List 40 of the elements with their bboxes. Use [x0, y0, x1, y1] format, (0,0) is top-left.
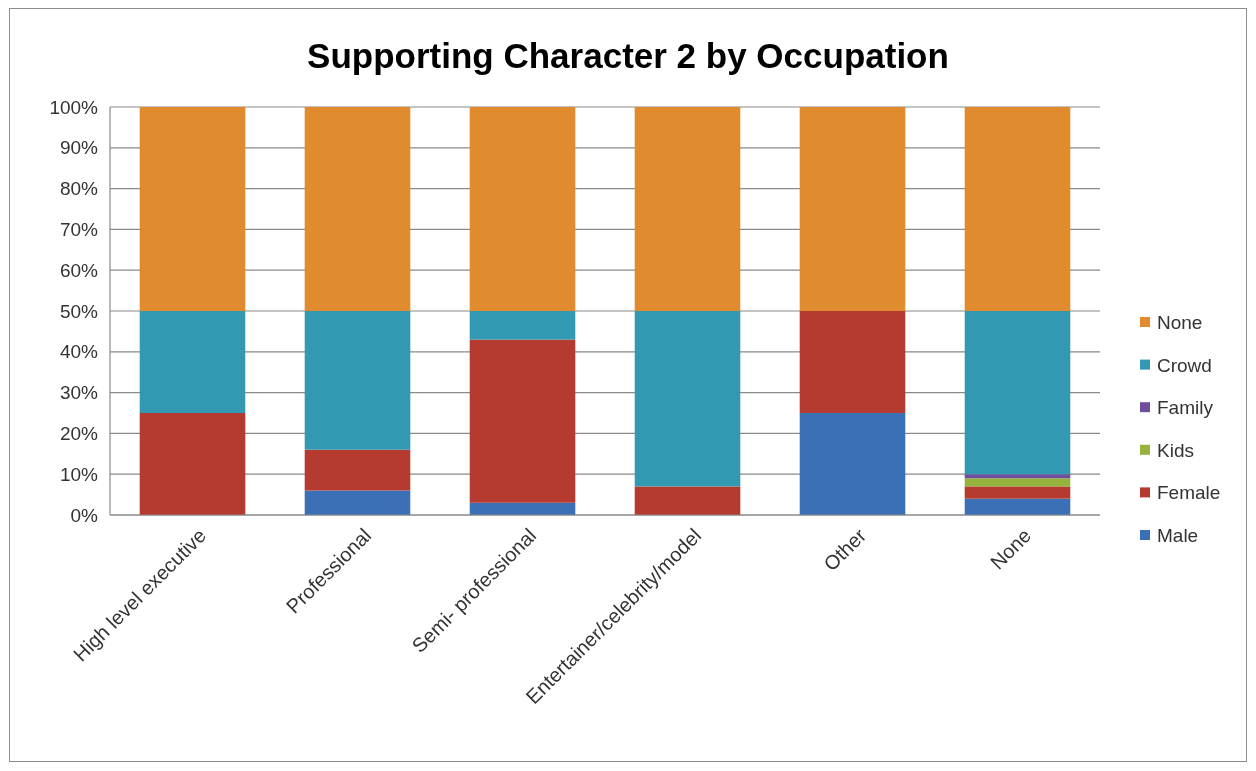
bar	[139, 413, 246, 515]
y-tick-label: 20%	[59, 422, 99, 444]
legend-label: Crowd	[1157, 354, 1212, 376]
bar	[634, 107, 741, 311]
y-tick-label: 60%	[59, 259, 99, 281]
y-tick-label: 30%	[59, 382, 99, 404]
bar	[304, 490, 411, 515]
bar	[304, 311, 411, 450]
bar	[964, 498, 1071, 515]
bar	[304, 107, 411, 311]
bar	[634, 311, 741, 487]
y-tick-label: 90%	[59, 137, 99, 159]
chart-title: Supporting Character 2 by Occupation	[307, 35, 949, 75]
bar	[634, 486, 741, 515]
y-tick-label: 50%	[59, 300, 99, 322]
bar	[964, 107, 1071, 311]
bar	[964, 311, 1071, 475]
bar	[964, 474, 1071, 479]
y-tick-label: 70%	[59, 218, 99, 240]
legend-label: Female	[1157, 481, 1221, 503]
bar	[469, 107, 576, 311]
bar	[469, 339, 576, 503]
bar	[304, 449, 411, 491]
bar	[139, 311, 246, 413]
y-tick-label: 100%	[49, 96, 99, 118]
bar	[964, 486, 1071, 499]
legend-label: Family	[1157, 396, 1214, 418]
legend-label: Male	[1157, 524, 1199, 546]
y-tick-label: 40%	[59, 341, 99, 363]
bar	[469, 311, 576, 340]
bar	[964, 478, 1071, 487]
y-tick-label: 0%	[70, 504, 99, 526]
bar	[799, 413, 906, 515]
bar	[799, 107, 906, 311]
bar	[139, 107, 246, 311]
legend-label: Kids	[1157, 439, 1194, 461]
y-tick-label: 80%	[59, 178, 99, 200]
bar	[799, 311, 906, 413]
y-tick-label: 10%	[59, 463, 99, 485]
legend-label: None	[1157, 311, 1203, 333]
